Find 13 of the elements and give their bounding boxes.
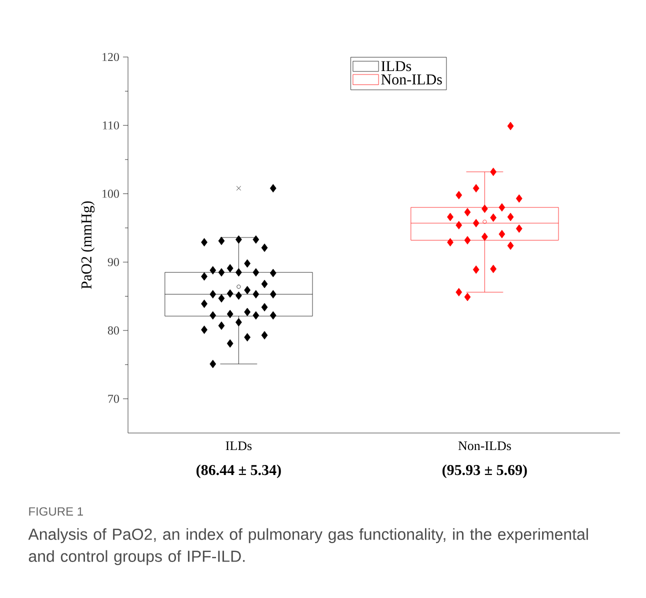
y-tick-label: 100 bbox=[102, 190, 120, 198]
y-tick-label: 80 bbox=[108, 326, 120, 334]
y-tick-label: 110 bbox=[102, 121, 120, 130]
y-tick-label: 90 bbox=[108, 258, 120, 266]
legend-label: Non-ILDs bbox=[381, 74, 442, 84]
y-axis-title: PaO2 (mmHg) bbox=[80, 201, 95, 289]
caption: FIGURE 1 bbox=[29, 507, 83, 516]
legend-label: ILDs bbox=[381, 61, 412, 72]
text: (86.44 ± 5.34) bbox=[196, 464, 281, 478]
text: Analysis of PaO2, an index of pulmonary gas functionality, in the experimental and control groups of IPF-ILD. bbox=[28, 528, 588, 566]
y-tick-label: 70 bbox=[108, 394, 120, 403]
y-tick-label: 120 bbox=[102, 52, 120, 62]
text: (95.93 ± 5.69) bbox=[442, 464, 527, 478]
